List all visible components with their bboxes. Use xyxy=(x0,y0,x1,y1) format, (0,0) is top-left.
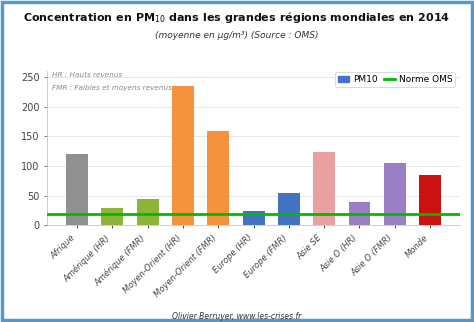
Text: Olivier Berruyer, www.les-crises.fr: Olivier Berruyer, www.les-crises.fr xyxy=(173,312,301,321)
Bar xyxy=(384,163,406,225)
Bar xyxy=(348,202,371,225)
Bar xyxy=(66,154,88,225)
Text: FMR : Faibles et moyens revenus: FMR : Faibles et moyens revenus xyxy=(52,85,172,91)
Bar xyxy=(419,175,441,225)
Text: HR : Hauts revenus: HR : Hauts revenus xyxy=(52,72,122,78)
Bar xyxy=(207,131,229,225)
Bar xyxy=(172,86,194,225)
Text: (moyenne en μg/m³) (Source : OMS): (moyenne en μg/m³) (Source : OMS) xyxy=(155,31,319,40)
Legend: PM10, Norme OMS: PM10, Norme OMS xyxy=(336,72,455,87)
Bar xyxy=(313,152,335,225)
Bar xyxy=(137,199,159,225)
Bar xyxy=(101,208,123,225)
Bar xyxy=(278,193,300,225)
Text: Concentration en PM$_{10}$ dans les grandes régions mondiales en 2014: Concentration en PM$_{10}$ dans les gran… xyxy=(24,10,450,25)
Bar xyxy=(243,211,264,225)
